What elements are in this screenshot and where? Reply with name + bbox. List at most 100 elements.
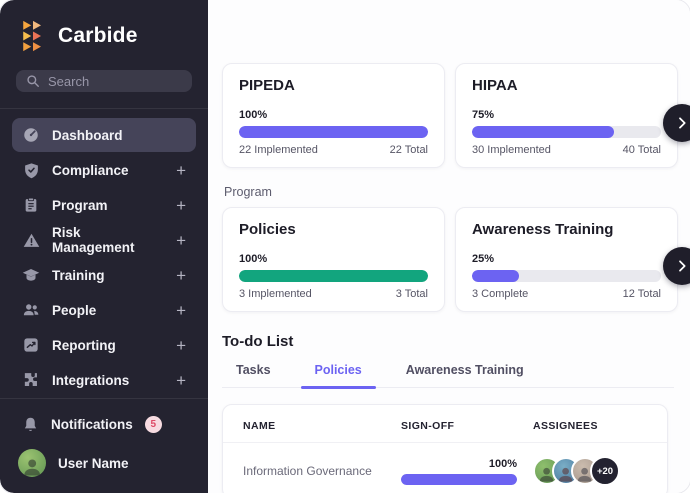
table-row[interactable]: Information Governance 100% bbox=[223, 443, 667, 493]
sidebar-item-label: Reporting bbox=[52, 337, 116, 353]
sidebar-item-reporting[interactable]: Reporting + bbox=[12, 328, 196, 362]
carbide-logo-icon bbox=[23, 20, 41, 52]
sidebar-item-program[interactable]: Program + bbox=[12, 188, 196, 222]
sidebar-item-compliance[interactable]: Compliance + bbox=[12, 153, 196, 187]
implemented-count: 30 Implemented bbox=[472, 144, 551, 156]
signoff-progress-bar-fill bbox=[401, 473, 517, 485]
gauge-icon bbox=[22, 126, 40, 144]
sidebar-item-label: Program bbox=[52, 197, 108, 213]
clipboard-icon bbox=[22, 196, 40, 214]
compliance-cards-row: PIPEDA 100% 22 Implemented 22 Total HIPA… bbox=[222, 63, 678, 168]
sidebar-item-label: Training bbox=[52, 267, 105, 283]
search-input[interactable]: Search bbox=[16, 70, 192, 92]
warning-triangle-icon bbox=[22, 231, 40, 249]
user-name: User Name bbox=[58, 455, 129, 471]
sidebar-item-label: People bbox=[52, 302, 97, 318]
shield-check-icon bbox=[22, 161, 40, 179]
total-count: 12 Total bbox=[622, 288, 661, 300]
progress-bar-fill bbox=[472, 126, 614, 138]
sidebar-divider-top bbox=[0, 108, 208, 109]
card-title: Awareness Training bbox=[472, 221, 614, 238]
implemented-count: 3 Complete bbox=[472, 288, 529, 300]
search-placeholder: Search bbox=[48, 73, 90, 89]
progress-percent: 100% bbox=[239, 109, 268, 121]
progress-bar-fill bbox=[472, 270, 520, 282]
column-header-assignees: ASSIGNEES bbox=[533, 420, 598, 432]
sidebar: Carbide Search Dashboard Compliance bbox=[0, 0, 208, 493]
table-header-row: NAME SIGN-OFF ASSIGNEES bbox=[223, 405, 667, 443]
sidebar-divider-bottom bbox=[0, 398, 208, 399]
card-awareness-training[interactable]: Awareness Training 25% 3 Complete 12 Tot… bbox=[455, 207, 678, 312]
logo: Carbide bbox=[0, 0, 208, 68]
assignees-cell: +20 bbox=[533, 456, 647, 486]
card-policies[interactable]: Policies 100% 3 Implemented 3 Total bbox=[222, 207, 445, 312]
sidebar-item-risk-management[interactable]: Risk Management + bbox=[12, 223, 196, 257]
progress-bar-fill bbox=[239, 126, 428, 138]
progress-percent: 100% bbox=[239, 253, 268, 265]
notifications-badge: 5 bbox=[144, 415, 162, 433]
todo-list-title: To-do List bbox=[222, 333, 294, 350]
expand-plus-icon[interactable]: + bbox=[176, 335, 186, 355]
user-avatar bbox=[18, 449, 46, 477]
expand-plus-icon[interactable]: + bbox=[176, 230, 186, 250]
progress-bar bbox=[239, 126, 428, 138]
main-content: PIPEDA 100% 22 Implemented 22 Total HIPA… bbox=[208, 0, 690, 493]
todo-table: NAME SIGN-OFF ASSIGNEES Information Gove… bbox=[222, 404, 668, 493]
progress-bar bbox=[472, 126, 661, 138]
puzzle-icon bbox=[22, 371, 40, 389]
tab-policies[interactable]: Policies bbox=[300, 357, 377, 389]
sidebar-item-training[interactable]: Training + bbox=[12, 258, 196, 292]
card-title: PIPEDA bbox=[239, 77, 295, 94]
sidebar-nav: Dashboard Compliance + Program + bbox=[0, 109, 208, 398]
implemented-count: 3 Implemented bbox=[239, 288, 312, 300]
chart-icon bbox=[22, 336, 40, 354]
tab-tasks[interactable]: Tasks bbox=[236, 363, 271, 377]
progress-bar-fill bbox=[239, 270, 428, 282]
sidebar-item-label: Compliance bbox=[52, 162, 129, 178]
chevron-right-icon bbox=[679, 117, 686, 129]
policy-name: Information Governance bbox=[243, 464, 372, 478]
app-title: Carbide bbox=[58, 24, 138, 47]
carousel-next-button[interactable] bbox=[663, 104, 690, 142]
total-count: 40 Total bbox=[622, 144, 661, 156]
notifications-item[interactable]: Notifications 5 bbox=[0, 407, 208, 441]
bell-icon bbox=[24, 417, 37, 431]
sidebar-item-label: Risk Management bbox=[52, 225, 135, 255]
program-section-label: Program bbox=[224, 185, 272, 199]
expand-plus-icon[interactable]: + bbox=[176, 300, 186, 320]
progress-percent: 25% bbox=[472, 253, 495, 265]
column-header-signoff: SIGN-OFF bbox=[401, 420, 455, 432]
tab-awareness-training[interactable]: Awareness Training bbox=[405, 363, 524, 377]
carousel-next-button-program[interactable] bbox=[663, 247, 690, 285]
sidebar-item-label: Integrations bbox=[52, 372, 130, 388]
implemented-count: 22 Implemented bbox=[239, 144, 318, 156]
sidebar-item-label: Dashboard bbox=[52, 127, 123, 143]
progress-bar bbox=[239, 270, 428, 282]
total-count: 22 Total bbox=[389, 144, 428, 156]
signoff-percent: 100% bbox=[488, 457, 517, 470]
sidebar-item-integrations[interactable]: Integrations + bbox=[12, 363, 196, 397]
expand-plus-icon[interactable]: + bbox=[176, 160, 186, 180]
card-title: HIPAA bbox=[472, 77, 518, 94]
user-menu[interactable]: User Name bbox=[0, 441, 208, 485]
expand-plus-icon[interactable]: + bbox=[176, 195, 186, 215]
graduation-cap-icon bbox=[22, 266, 40, 284]
card-hipaa[interactable]: HIPAA 75% 30 Implemented 40 Total bbox=[455, 63, 678, 168]
assignees-overflow-badge[interactable]: +20 bbox=[590, 456, 620, 486]
sidebar-bottom: Notifications 5 User Name bbox=[0, 398, 208, 493]
signoff-cell: 100% bbox=[401, 458, 517, 485]
users-icon bbox=[22, 301, 40, 319]
program-cards-row: Policies 100% 3 Implemented 3 Total Awar… bbox=[222, 207, 678, 312]
card-title: Policies bbox=[239, 221, 296, 238]
progress-percent: 75% bbox=[472, 109, 495, 121]
card-pipeda[interactable]: PIPEDA 100% 22 Implemented 22 Total bbox=[222, 63, 445, 168]
column-header-name: NAME bbox=[243, 420, 276, 432]
search-icon bbox=[27, 75, 39, 87]
expand-plus-icon[interactable]: + bbox=[176, 265, 186, 285]
expand-plus-icon[interactable]: + bbox=[176, 370, 186, 390]
chevron-right-icon bbox=[679, 260, 686, 272]
sidebar-item-dashboard[interactable]: Dashboard bbox=[12, 118, 196, 152]
notifications-label: Notifications bbox=[51, 416, 133, 432]
sidebar-item-people[interactable]: People + bbox=[12, 293, 196, 327]
